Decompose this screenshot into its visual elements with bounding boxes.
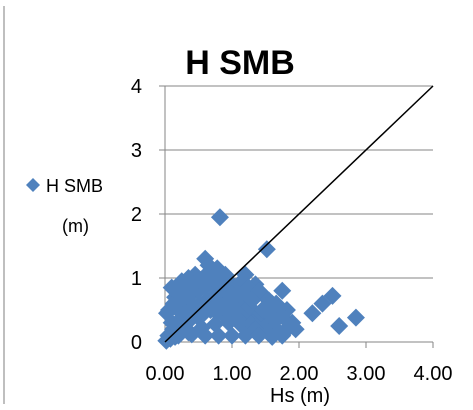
data-point bbox=[249, 326, 268, 345]
legend-label: H SMB bbox=[46, 176, 103, 196]
data-point bbox=[303, 304, 322, 323]
data-point bbox=[243, 291, 262, 310]
x-tick-label: 2.00 bbox=[280, 363, 319, 385]
legend: H SMB (m) bbox=[26, 176, 103, 236]
data-point bbox=[173, 288, 192, 307]
data-point bbox=[216, 272, 235, 291]
data-point bbox=[236, 326, 255, 345]
y-tick-label: 2 bbox=[131, 204, 142, 226]
data-points bbox=[157, 208, 365, 350]
data-point bbox=[160, 301, 179, 319]
data-point bbox=[210, 208, 229, 227]
y-tick-label: 3 bbox=[131, 140, 142, 162]
legend-label-unit: (m) bbox=[62, 216, 89, 236]
data-point bbox=[257, 240, 276, 259]
reference-line bbox=[164, 85, 434, 343]
data-point bbox=[229, 285, 248, 303]
x-tick-label: 4.00 bbox=[414, 363, 453, 385]
x-tick-label: 0.00 bbox=[146, 363, 185, 385]
data-point bbox=[209, 326, 228, 345]
x-axis-title: Hs (m) bbox=[270, 385, 330, 407]
y-tick-label: 1 bbox=[131, 268, 142, 290]
data-point bbox=[196, 326, 215, 345]
y-tick-label: 4 bbox=[131, 76, 142, 98]
chart-title: H SMB bbox=[185, 44, 295, 82]
data-point bbox=[346, 308, 365, 327]
x-tick-labels: 0.00 1.00 2.00 3.00 4.00 bbox=[146, 363, 453, 385]
legend-diamond-marker bbox=[26, 178, 40, 192]
x-tick-label: 3.00 bbox=[347, 363, 386, 385]
data-point bbox=[189, 270, 208, 289]
x-tick-label: 1.00 bbox=[213, 363, 252, 385]
data-point bbox=[162, 278, 181, 297]
data-point bbox=[313, 294, 332, 313]
data-point bbox=[280, 317, 299, 335]
data-point bbox=[330, 317, 349, 335]
data-point bbox=[256, 301, 275, 319]
data-point bbox=[240, 297, 259, 316]
data-point bbox=[273, 281, 292, 300]
data-point bbox=[263, 327, 282, 346]
y-tick-labels: 0 1 2 3 4 bbox=[131, 76, 142, 354]
data-point bbox=[182, 325, 201, 344]
data-point bbox=[169, 326, 188, 345]
data-point bbox=[227, 301, 246, 319]
data-point bbox=[202, 269, 221, 287]
data-point bbox=[176, 275, 195, 294]
data-point bbox=[213, 297, 232, 316]
data-point bbox=[219, 313, 238, 332]
y-tick-label: 0 bbox=[131, 332, 142, 354]
reference-line-group bbox=[164, 85, 434, 343]
gridlines bbox=[165, 85, 433, 279]
data-point bbox=[223, 326, 241, 345]
